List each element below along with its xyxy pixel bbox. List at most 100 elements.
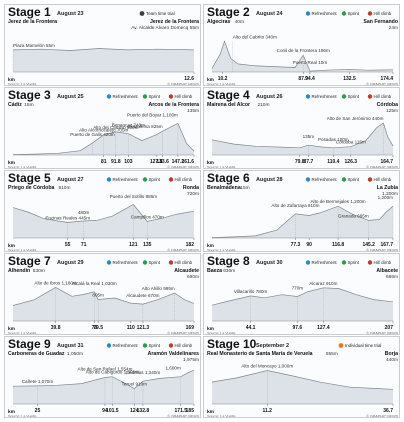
profile-label: Alto de Bermejales 1,200m xyxy=(310,199,365,204)
km-label: km xyxy=(8,160,15,166)
legend-sprint-icon xyxy=(341,177,347,182)
stage-panel-5: Stage 5 August 27 Refreshment Sprint Hill cl… xyxy=(4,170,201,252)
team-time-trial-icon xyxy=(139,11,145,16)
km-label: km xyxy=(8,77,15,83)
km-tick-label: 103 xyxy=(124,159,133,165)
km-tick-label: 116.8 xyxy=(332,242,344,248)
km-tick-label: 76 xyxy=(92,325,98,331)
stage-panel-6: Stage 6 August 28 Refreshment Sprint Hill cl… xyxy=(203,170,400,252)
source-credit: Source: La Vuelta xyxy=(207,166,235,170)
profile-label: Conil de la Frontera 186m xyxy=(277,48,330,53)
start-location: Benalmádena xyxy=(207,185,241,191)
profile-area xyxy=(13,123,194,155)
km-tick-label: 207 xyxy=(385,325,394,331)
legend-sprint-icon xyxy=(142,260,148,265)
km-tick-label: 185 xyxy=(186,408,195,414)
finish-location: Albacete xyxy=(376,268,398,274)
km-tick-label: 81 xyxy=(101,159,107,165)
finish-location: Ronda xyxy=(183,185,199,191)
km-tick-label: 121.3 xyxy=(137,325,150,331)
finish-altitude: 720m xyxy=(187,191,199,197)
km-label: km xyxy=(8,409,15,415)
profile-label: 1,200m xyxy=(378,195,393,200)
start-altitude: 810m xyxy=(58,185,70,191)
legend-refreshment-label: Refreshment xyxy=(113,260,139,265)
km-tick-label: 121 xyxy=(129,242,138,248)
stage-title: Stage 3 xyxy=(8,88,51,102)
finish-location: Córdoba xyxy=(377,102,398,108)
start-altitude: 40m xyxy=(235,19,244,25)
km-tick-label: 182 xyxy=(186,242,195,248)
finish-location: Jerez de la Frontera xyxy=(150,19,199,25)
profile-label: Alcalá la Real 1,030m xyxy=(72,281,117,286)
legend-hill-icon xyxy=(367,260,373,265)
legend-hill-icon xyxy=(168,177,174,182)
km-tick-label: 94 xyxy=(102,408,108,414)
stage-profile-svg: Stage 2 August 24 Refreshment Sprint Hill cl… xyxy=(207,5,399,85)
profile-label: Alto del Camino 800m xyxy=(93,125,138,130)
legend-sprint-label: Sprint xyxy=(348,177,360,182)
km-tick-label: 167.7 xyxy=(380,242,393,248)
start-altitude: 1,050m xyxy=(67,351,83,357)
legend-hill-label: Hill climb xyxy=(175,94,193,99)
profile-line xyxy=(211,122,394,149)
source-credit: Source: La Vuelta xyxy=(207,332,235,336)
profile-label: Encinas Reales 445m xyxy=(45,215,90,220)
profile-label: Puerto Real 10m xyxy=(293,60,328,65)
legend-hill-icon xyxy=(367,94,373,99)
stage-title: Stage 9 xyxy=(8,337,51,351)
legend-refreshment-icon xyxy=(106,343,112,348)
km-label: km xyxy=(8,326,15,332)
profile-line xyxy=(12,122,195,155)
profile-label: Puerto de Galis 420m xyxy=(70,132,115,137)
profile-line xyxy=(12,48,195,51)
start-location: Jerez de la Frontera xyxy=(8,19,57,25)
km-tick-label: 171.5 xyxy=(175,408,188,414)
profile-label: Cedrillas 1,340m xyxy=(126,370,161,375)
legend-hill-label: Hill climb xyxy=(374,94,392,99)
profile-line xyxy=(211,40,394,72)
copyright: © GRAPHIC NEWS xyxy=(167,83,199,87)
km-tick-label: 36.7 xyxy=(383,408,393,414)
start-altitude: 15m xyxy=(24,102,33,108)
km-tick-label: 55 xyxy=(65,242,71,248)
legend-refreshment-icon xyxy=(305,94,311,99)
legend-sprint-icon xyxy=(341,11,347,16)
stage-panel-3: Stage 3 August 25 Refreshment Sprint Hill cl… xyxy=(4,87,201,169)
legend-sprint-icon xyxy=(341,260,347,265)
km-tick-label: 87.9 xyxy=(298,76,308,82)
km-tick-label: 110.4 xyxy=(327,159,339,165)
profile-label: Alto de Zafarraya 910m xyxy=(271,203,319,208)
km-tick-label: 91.8 xyxy=(111,159,121,165)
stage-date: August 28 xyxy=(256,177,283,183)
legend-sprint-label: Sprint xyxy=(149,343,161,348)
profile-label: Alto Ahillo 995m xyxy=(142,286,175,291)
legend-hill-icon xyxy=(168,260,174,265)
stage-panel-8: Stage 8 August 30 Refreshment Sprint Hill cl… xyxy=(203,253,400,335)
finish-location: San Fernando xyxy=(363,19,398,25)
km-tick-label: 11.2 xyxy=(263,408,273,414)
profile-label: Granada 665m xyxy=(338,213,369,218)
profile-label: Benaocaz 740m xyxy=(112,123,145,128)
finish-altitude: 24m xyxy=(389,25,398,31)
stage-date: August 24 xyxy=(256,11,284,17)
stage-panel-10: Stage 10 September 2 Individual time trial… xyxy=(203,336,400,418)
start-location: Cádiz xyxy=(8,102,22,108)
km-tick-label: 90 xyxy=(306,242,312,248)
profile-label: Plaza Mamelón 55m xyxy=(13,43,55,48)
km-tick-label: 135 xyxy=(143,242,152,248)
stage-date: August 29 xyxy=(57,260,84,266)
legend: Team time trial xyxy=(139,11,175,16)
stage-title: Stage 2 xyxy=(207,5,250,19)
km-tick-label: 127.8 xyxy=(150,159,163,165)
profile-line xyxy=(211,287,394,306)
legend-sprint-label: Sprint xyxy=(149,177,161,182)
legend-ttt-label: Team time trial xyxy=(146,11,175,16)
stage-profile-svg: Stage 5 August 27 Refreshment Sprint Hill cl… xyxy=(8,171,200,251)
source-credit: Source: La Vuelta xyxy=(8,332,36,336)
legend-refreshment-icon xyxy=(305,260,311,265)
copyright: © GRAPHIC NEWS xyxy=(366,249,398,253)
legend-hill-label: Hill climb xyxy=(175,343,193,348)
profile-line xyxy=(12,286,195,306)
source-credit: Source: La Vuelta xyxy=(8,166,36,170)
